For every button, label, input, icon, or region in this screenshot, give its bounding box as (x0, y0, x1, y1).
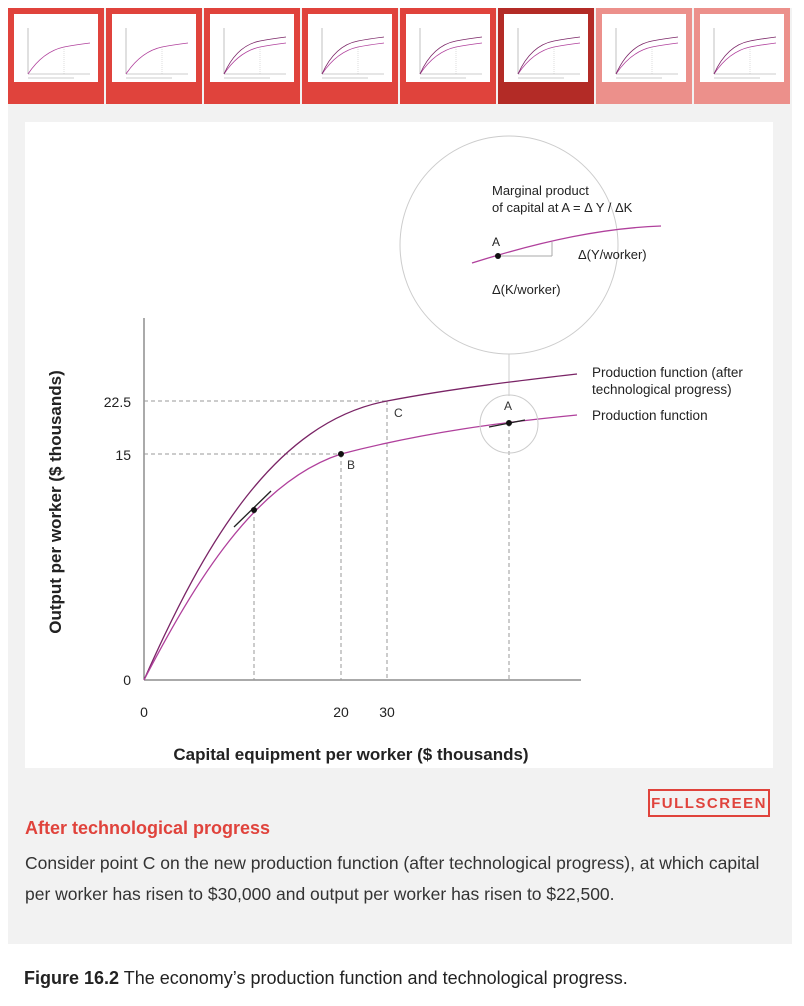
thumbnail-chart-icon (419, 28, 483, 79)
thumbnail-step-7[interactable] (596, 8, 692, 104)
thumbnail-preview (112, 14, 196, 82)
zoom-circle-a[interactable] (479, 394, 539, 454)
step-title: After technological progress (25, 818, 271, 838)
thumbnail-chart-icon (125, 28, 189, 79)
chart-area: C B A 22.5 15 0 0 20 30 Capital equipmen… (25, 122, 773, 768)
legend-after-line2: technological progress) (592, 382, 732, 397)
inset-point-a (495, 253, 501, 259)
inset-dx-label: Δ(K/worker) (492, 282, 561, 297)
y-tick-15: 15 (115, 447, 131, 463)
thumbnail-preview (406, 14, 490, 82)
figure-panel: C B A 22.5 15 0 0 20 30 Capital equipmen… (8, 8, 792, 944)
thumbnail-preview (700, 14, 784, 82)
thumbnail-chart-icon (615, 28, 679, 79)
inset-title-2: of capital at A = Δ Y / ΔK (492, 200, 633, 215)
thumbnail-chart-icon (223, 28, 287, 79)
inset-label-a: A (492, 235, 500, 249)
x-tick-30: 30 (379, 704, 395, 720)
inset-circle (399, 135, 619, 355)
production-function-chart: C B A 22.5 15 0 0 20 30 Capital equipmen… (46, 135, 743, 764)
thumbnail-chart-icon (27, 28, 91, 79)
point-b (338, 451, 344, 457)
point-a (506, 420, 512, 426)
thumbnail-step-6[interactable] (498, 8, 594, 104)
fullscreen-button[interactable]: FULLSCREEN (648, 789, 770, 817)
caption-text: The economy’s production function and te… (119, 968, 628, 988)
x-tick-0: 0 (140, 704, 148, 720)
thumbnail-step-4[interactable] (302, 8, 398, 104)
inset-title-1: Marginal product (492, 183, 589, 198)
thumbnail-preview (210, 14, 294, 82)
thumbnail-chart-icon (517, 28, 581, 79)
curve-production (143, 414, 578, 681)
x-axis-title: Capital equipment per worker ($ thousand… (173, 745, 528, 764)
step-description: Consider point C on the new production f… (25, 853, 760, 904)
label-c: C (394, 406, 403, 420)
thumbnail-chart-icon (321, 28, 385, 79)
figure-caption: Figure 16.2 The economy’s production fun… (24, 968, 628, 989)
thumbnail-step-5[interactable] (400, 8, 496, 104)
thumbnail-preview (308, 14, 392, 82)
thumbnail-step-2[interactable] (106, 8, 202, 104)
thumbnail-preview (504, 14, 588, 82)
thumbnail-step-8[interactable] (694, 8, 790, 104)
thumbnail-step-1[interactable] (8, 8, 104, 104)
inset-dy-label: Δ(Y/worker) (578, 247, 647, 262)
point-low (251, 507, 257, 513)
label-a: A (504, 399, 512, 413)
x-tick-20: 20 (333, 704, 349, 720)
y-axis-title: Output per worker ($ thousands) (46, 370, 65, 634)
label-b: B (347, 458, 355, 472)
y-tick-0: 0 (123, 672, 131, 688)
thumbnail-preview (14, 14, 98, 82)
thumbnail-chart-icon (713, 28, 777, 79)
thumbnail-step-3[interactable] (204, 8, 300, 104)
caption-label: Figure 16.2 (24, 968, 120, 988)
legend-production: Production function (592, 408, 708, 423)
step-thumbnails (8, 8, 792, 104)
curve-after-progress (143, 373, 578, 681)
thumbnail-preview (602, 14, 686, 82)
y-tick-22_5: 22.5 (104, 394, 131, 410)
legend-after-line1: Production function (after (592, 365, 743, 380)
